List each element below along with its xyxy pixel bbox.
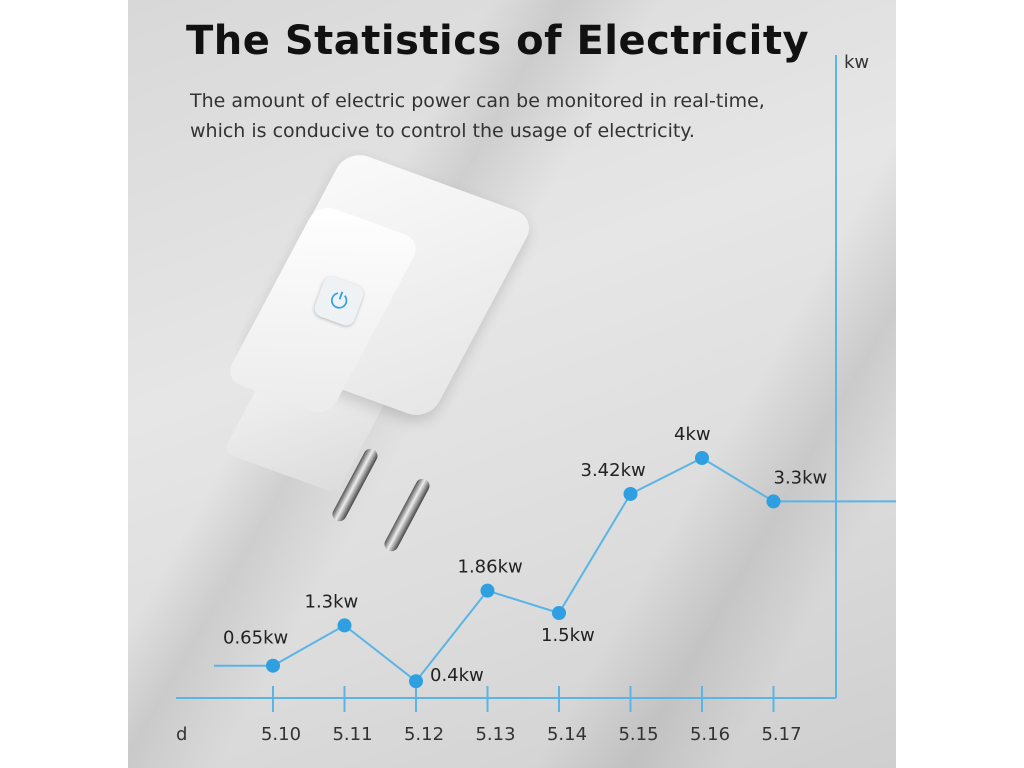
x-tick-label: 5.14 xyxy=(547,724,587,745)
x-tick-label: 5.11 xyxy=(332,724,372,745)
subtitle: The amount of electric power can be moni… xyxy=(190,86,765,146)
data-point xyxy=(552,606,566,620)
x-tick-label: 5.10 xyxy=(261,724,301,745)
data-point xyxy=(623,486,638,501)
data-point xyxy=(766,494,781,509)
x-tick-label: 5.12 xyxy=(404,724,444,745)
data-point xyxy=(266,658,280,673)
data-label: 4kw xyxy=(674,424,711,445)
data-point xyxy=(337,618,352,633)
data-label: 3.3kw xyxy=(774,467,828,488)
product-banner: ⏻ The Statistics of Electricity The amou… xyxy=(128,0,896,768)
data-point xyxy=(695,451,709,465)
data-label: 1.86kw xyxy=(458,557,523,578)
subtitle-line-2: which is conducive to control the usage … xyxy=(190,120,695,142)
x-tick-label: 5.13 xyxy=(475,724,515,745)
data-label: 0.65kw xyxy=(223,628,288,649)
x-axis-label: d xyxy=(176,724,187,745)
data-label: 1.3kw xyxy=(305,591,359,612)
electricity-line-chart: d kw 5.10 0.65kw 5.11 1.3kw 5.12 0.4kw 5.13 1.86k… xyxy=(176,52,896,745)
data-point xyxy=(480,583,495,598)
data-label: 0.4kw xyxy=(430,665,484,686)
x-tick-label: 5.17 xyxy=(761,724,801,745)
data-label: 3.42kw xyxy=(581,460,646,481)
data-point xyxy=(409,674,423,689)
series-line xyxy=(272,456,775,683)
x-tick-label: 5.15 xyxy=(618,724,658,745)
x-tick-label: 5.16 xyxy=(690,724,730,745)
subtitle-line-1: The amount of electric power can be moni… xyxy=(190,90,765,112)
data-label: 1.5kw xyxy=(541,625,595,646)
page-title: The Statistics of Electricity xyxy=(186,18,810,64)
y-axis-label: kw xyxy=(844,52,869,73)
